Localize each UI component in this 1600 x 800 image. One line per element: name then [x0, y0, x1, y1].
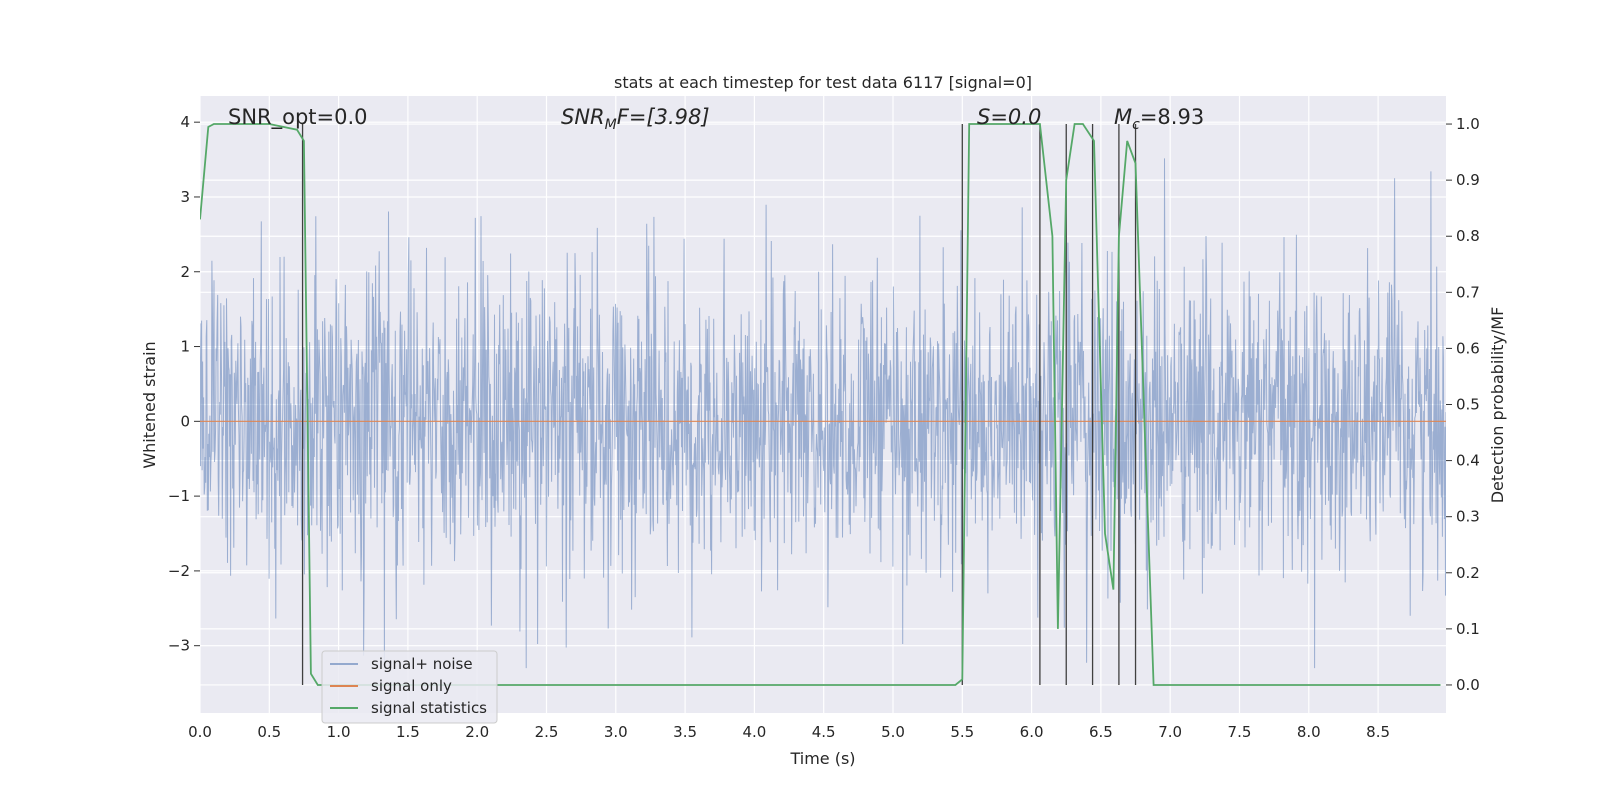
y-tick-label-right: 0.2 [1456, 564, 1480, 582]
grid-left [200, 121, 1446, 647]
y-tick-label-right: 0.6 [1456, 339, 1480, 357]
signal-statistics-line [200, 123, 1441, 686]
x-tick-label: 7.0 [1158, 723, 1182, 741]
x-axis-label: Time (s) [789, 749, 855, 768]
x-tick-label: 7.5 [1228, 723, 1252, 741]
y-tick-label-right: 0.8 [1456, 227, 1480, 245]
legend-label-signal: signal only [371, 677, 452, 695]
x-tick-label: 0.5 [257, 723, 281, 741]
y-tick-label-right: 0.5 [1456, 396, 1480, 414]
x-tick-label: 4.0 [742, 723, 766, 741]
noise-trace [200, 158, 1446, 669]
x-tick-label: 2.0 [465, 723, 489, 741]
x-tick-label: 8.0 [1297, 723, 1321, 741]
y-tick-label-right: 0.7 [1456, 283, 1480, 301]
y-tick-label-right: 0.1 [1456, 620, 1480, 638]
x-ticks: 0.0 0.5 1.0 1.5 2.0 2.5 3.0 3.5 4.0 4.5 5.0 5.5 6.0 6… [188, 723, 1390, 741]
y-ticks-left: 4 3 2 1 0 −1 −2 −3 [168, 113, 200, 655]
y-tick-label-right: 0.0 [1456, 676, 1480, 694]
y-ticks-right: 1.0 0.9 0.8 0.7 0.6 0.5 0.4 0.3 0.2 0.1 0.0 [1446, 115, 1480, 694]
legend-label-noise: signal+ noise [371, 655, 473, 673]
y-tick-label-right: 0.3 [1456, 508, 1480, 526]
annotation-mc: Mc=8.93 [1114, 105, 1204, 133]
x-tick-label: 2.5 [535, 723, 559, 741]
x-tick-label: 6.0 [1020, 723, 1044, 741]
y-axis-label-right: Detection probability/MF [1488, 307, 1507, 504]
annotation-snr-mf: SNRMF=[3.98] [561, 105, 710, 133]
y-tick-label-left: −2 [168, 562, 190, 580]
y-tick-label-right: 0.9 [1456, 171, 1480, 189]
x-tick-label: 3.5 [673, 723, 697, 741]
y-tick-label-left: 4 [180, 113, 190, 131]
legend: signal+ noise signal only signal statist… [321, 650, 498, 724]
x-tick-label: 5.5 [950, 723, 974, 741]
y-tick-label-left: 3 [180, 188, 190, 206]
y-tick-label-left: −3 [168, 637, 190, 655]
annotation-snr-opt: SNR_opt=0.0 [228, 105, 368, 130]
x-tick-label: 4.5 [812, 723, 836, 741]
x-tick-label: 6.5 [1089, 723, 1113, 741]
y-tick-label-left: 0 [180, 412, 190, 430]
x-tick-label: 3.0 [604, 723, 628, 741]
y-axis-label-left: Whitened strain [140, 341, 159, 468]
series-signal-statistics [200, 123, 1441, 686]
x-tick-label: 1.5 [396, 723, 420, 741]
y-tick-label-left: 2 [180, 263, 190, 281]
x-tick-label: 5.0 [881, 723, 905, 741]
y-tick-label-right: 1.0 [1456, 115, 1480, 133]
series-signal-noise [200, 158, 1446, 669]
x-tick-label: 1.0 [327, 723, 351, 741]
y-tick-label-left: 1 [180, 338, 190, 356]
chart-title: stats at each timestep for test data 611… [614, 73, 1032, 92]
x-tick-label: 0.0 [188, 723, 212, 741]
y-tick-label-left: −1 [168, 487, 190, 505]
x-tick-label: 8.5 [1366, 723, 1390, 741]
legend-box [321, 650, 498, 724]
y-tick-label-right: 0.4 [1456, 452, 1480, 470]
legend-label-statistics: signal statistics [371, 699, 487, 717]
annotation-s-stat: S=0.0 [977, 105, 1041, 129]
